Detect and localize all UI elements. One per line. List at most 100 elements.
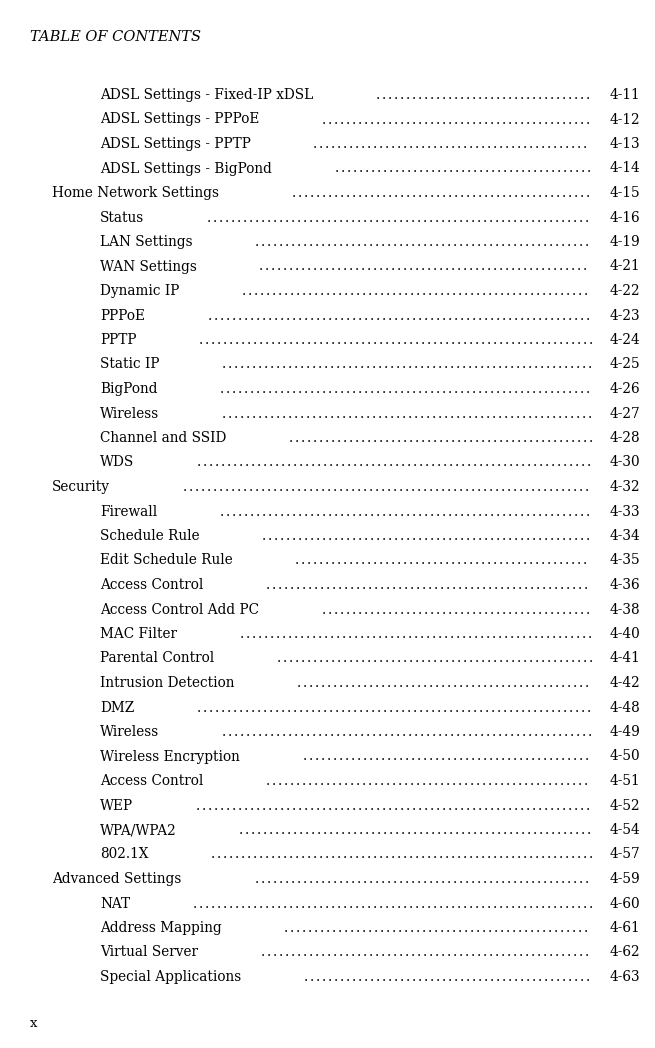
Text: .: .: [525, 504, 530, 519]
Text: .: .: [511, 553, 515, 568]
Text: .: .: [343, 431, 347, 445]
Text: .: .: [340, 185, 345, 200]
Text: .: .: [388, 456, 393, 470]
Text: .: .: [514, 799, 517, 812]
Text: .: .: [269, 627, 274, 641]
Text: .: .: [543, 235, 547, 249]
Text: .: .: [345, 235, 349, 249]
Text: .: .: [299, 407, 304, 420]
Text: .: .: [490, 112, 494, 127]
Text: .: .: [521, 823, 525, 837]
Text: .: .: [576, 725, 580, 739]
Text: .: .: [388, 504, 392, 519]
Text: .: .: [280, 504, 284, 519]
Text: .: .: [219, 480, 223, 494]
Text: .: .: [586, 112, 590, 127]
Text: .: .: [517, 284, 522, 298]
Text: .: .: [388, 112, 392, 127]
Text: .: .: [362, 945, 367, 960]
Text: .: .: [278, 211, 283, 224]
Text: .: .: [370, 161, 375, 175]
Text: 4-50: 4-50: [610, 749, 641, 764]
Text: 4-57: 4-57: [610, 848, 641, 861]
Text: .: .: [489, 211, 493, 224]
Text: .: .: [537, 676, 541, 690]
Text: .: .: [444, 357, 448, 371]
Text: .: .: [272, 211, 277, 224]
Text: .: .: [342, 357, 346, 371]
Text: .: .: [439, 848, 443, 861]
Text: .: .: [314, 211, 319, 224]
Text: .: .: [451, 896, 455, 911]
Text: .: .: [261, 480, 265, 494]
Text: .: .: [516, 357, 520, 371]
Text: .: .: [451, 137, 455, 151]
Text: .: .: [556, 529, 560, 543]
Text: .: .: [476, 284, 480, 298]
Text: .: .: [449, 725, 454, 739]
Text: .: .: [315, 308, 320, 323]
Text: .: .: [321, 480, 326, 494]
Text: .: .: [286, 799, 290, 812]
Text: 4-59: 4-59: [610, 872, 641, 886]
Text: .: .: [314, 284, 318, 298]
Text: .: .: [513, 211, 517, 224]
Text: .: .: [439, 431, 443, 445]
Text: .: .: [490, 161, 495, 175]
Text: .: .: [422, 945, 426, 960]
Text: .: .: [410, 578, 414, 592]
Text: .: .: [514, 185, 518, 200]
Text: .: .: [412, 112, 416, 127]
Text: .: .: [397, 553, 402, 568]
Text: .: .: [361, 652, 365, 665]
Text: .: .: [286, 529, 290, 543]
Text: .: .: [514, 383, 518, 396]
Text: .: .: [553, 553, 557, 568]
Text: .: .: [303, 308, 308, 323]
Text: .: .: [553, 652, 557, 665]
Text: .: .: [377, 823, 381, 837]
Text: .: .: [303, 799, 308, 812]
Text: .: .: [482, 749, 487, 764]
Text: .: .: [334, 529, 338, 543]
Text: .: .: [391, 137, 396, 151]
Text: .: .: [553, 774, 558, 788]
Text: .: .: [261, 872, 265, 886]
Text: .: .: [307, 553, 311, 568]
Text: .: .: [524, 921, 529, 935]
Text: .: .: [381, 603, 386, 616]
Text: .: .: [340, 529, 345, 543]
Text: .: .: [394, 112, 398, 127]
Text: .: .: [307, 333, 311, 347]
Text: .: .: [405, 235, 409, 249]
Text: .: .: [462, 407, 466, 420]
Text: .: .: [485, 725, 490, 739]
Text: .: .: [282, 725, 286, 739]
Text: .: .: [363, 480, 367, 494]
Text: .: .: [495, 799, 500, 812]
Text: .: .: [384, 725, 388, 739]
Text: .: .: [538, 161, 542, 175]
Text: .: .: [531, 945, 534, 960]
Text: .: .: [259, 896, 263, 911]
Text: .: .: [358, 383, 362, 396]
Text: .: .: [403, 553, 407, 568]
Text: .: .: [502, 529, 506, 543]
Text: .: .: [282, 407, 286, 420]
Text: .: .: [328, 308, 331, 323]
Text: .: .: [459, 308, 464, 323]
Text: .: .: [518, 749, 523, 764]
Text: .: .: [407, 627, 411, 641]
Text: .: .: [422, 578, 426, 592]
Text: .: .: [466, 504, 470, 519]
Text: .: .: [320, 578, 324, 592]
Text: .: .: [348, 407, 352, 420]
Text: .: .: [546, 896, 551, 911]
Text: 4-38: 4-38: [610, 603, 641, 616]
Text: .: .: [571, 137, 576, 151]
Text: .: .: [451, 431, 455, 445]
Text: .: .: [303, 676, 307, 690]
Text: .: .: [345, 799, 350, 812]
Text: .: .: [423, 235, 427, 249]
Text: .: .: [540, 725, 544, 739]
